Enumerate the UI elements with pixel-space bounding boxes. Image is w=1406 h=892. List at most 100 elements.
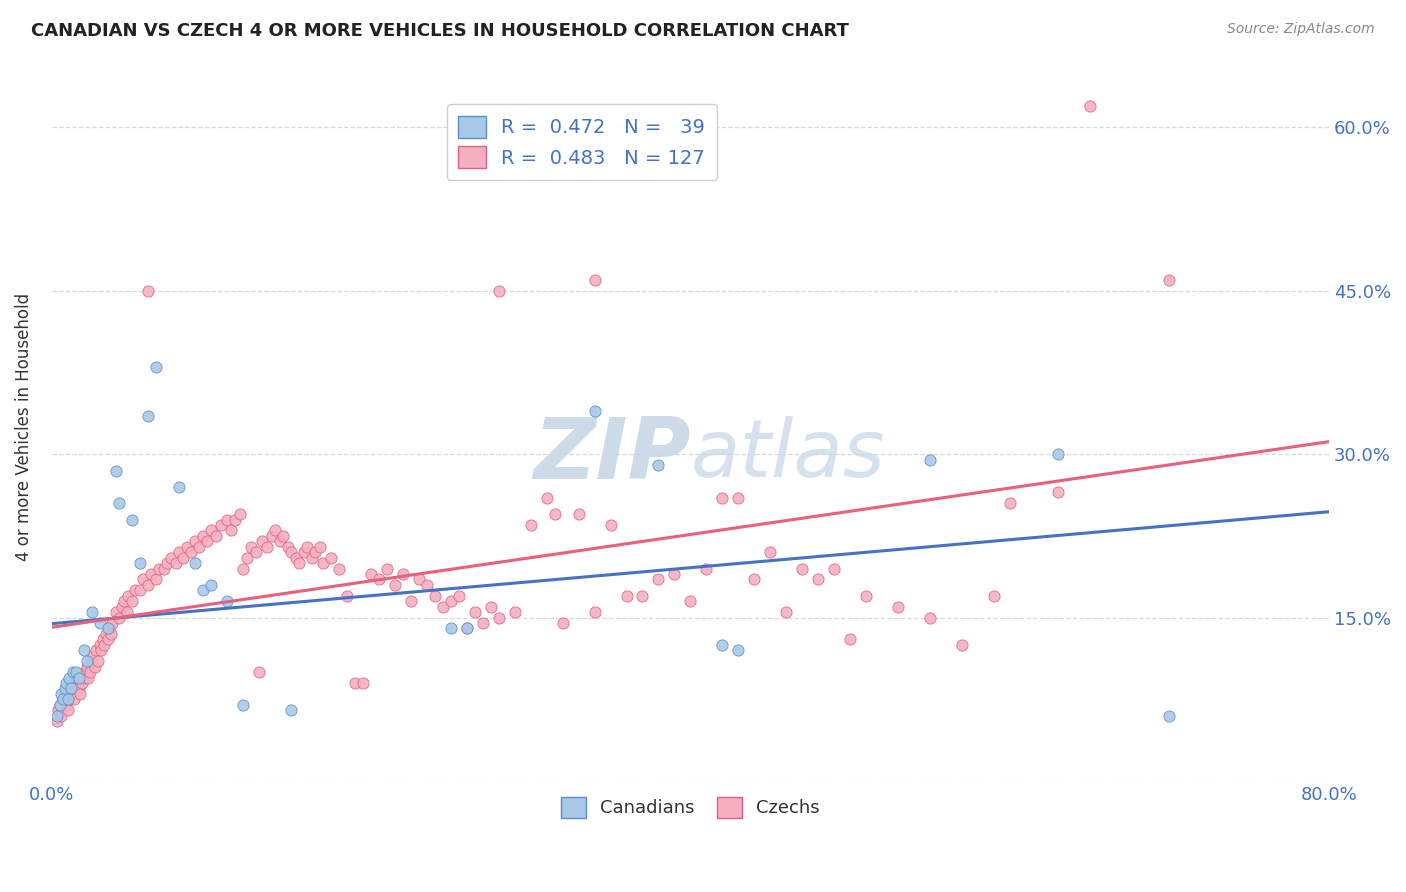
Point: [100, 627, 122, 641]
Point: [368, 573, 391, 587]
Point: [304, 545, 326, 559]
Point: [67, 681, 90, 696]
Point: [63, 692, 86, 706]
Point: [73, 671, 96, 685]
Point: [59, 687, 82, 701]
Point: [695, 561, 717, 575]
Point: [107, 496, 129, 510]
Point: [950, 638, 973, 652]
Point: [79, 665, 101, 679]
Point: [447, 589, 470, 603]
Point: [384, 578, 406, 592]
Point: [59, 681, 82, 696]
Point: [205, 529, 228, 543]
Point: [62, 665, 84, 679]
Point: [1159, 273, 1181, 287]
Point: [232, 698, 254, 712]
Y-axis label: 4 or more Vehicles in Household: 4 or more Vehicles in Household: [15, 293, 32, 561]
Point: [98, 622, 121, 636]
Point: [727, 491, 749, 505]
Point: [245, 545, 267, 559]
Point: [121, 512, 143, 526]
Point: [440, 622, 463, 636]
Point: [97, 622, 120, 636]
Point: [80, 605, 103, 619]
Point: [58, 692, 80, 706]
Point: [160, 550, 183, 565]
Point: [52, 692, 75, 706]
Point: [280, 545, 302, 559]
Point: [583, 273, 606, 287]
Point: [76, 654, 98, 668]
Point: [599, 518, 621, 533]
Point: [184, 534, 207, 549]
Point: [416, 578, 439, 592]
Point: [252, 534, 274, 549]
Point: [432, 599, 454, 614]
Point: [229, 507, 252, 521]
Point: [440, 594, 463, 608]
Point: [887, 599, 910, 614]
Point: [328, 561, 350, 575]
Point: [69, 687, 91, 701]
Point: [280, 703, 302, 717]
Point: [51, 708, 73, 723]
Point: [1159, 708, 1181, 723]
Point: [240, 540, 263, 554]
Point: [139, 567, 162, 582]
Point: [344, 676, 367, 690]
Point: [56, 692, 79, 706]
Point: [169, 545, 191, 559]
Point: [647, 458, 669, 472]
Point: [742, 573, 765, 587]
Point: [145, 573, 167, 587]
Text: ZIP: ZIP: [533, 414, 690, 497]
Point: [823, 561, 845, 575]
Point: [711, 638, 734, 652]
Point: [456, 622, 478, 636]
Point: [180, 545, 202, 559]
Point: [312, 556, 335, 570]
Point: [156, 556, 179, 570]
Point: [128, 583, 150, 598]
Point: [792, 561, 814, 575]
Point: [91, 632, 114, 647]
Point: [73, 643, 96, 657]
Point: [360, 567, 382, 582]
Point: [58, 671, 80, 685]
Point: [336, 589, 359, 603]
Point: [65, 676, 87, 690]
Point: [727, 643, 749, 657]
Point: [616, 589, 638, 603]
Point: [107, 610, 129, 624]
Point: [277, 540, 299, 554]
Point: [301, 550, 323, 565]
Point: [759, 545, 782, 559]
Point: [217, 512, 239, 526]
Point: [647, 573, 669, 587]
Point: [256, 540, 278, 554]
Point: [136, 284, 159, 298]
Point: [295, 540, 318, 554]
Point: [285, 550, 308, 565]
Point: [77, 671, 100, 685]
Point: [583, 403, 606, 417]
Point: [568, 507, 591, 521]
Point: [219, 524, 242, 538]
Point: [488, 284, 510, 298]
Point: [998, 496, 1021, 510]
Point: [67, 671, 90, 685]
Point: [104, 605, 127, 619]
Point: [200, 524, 222, 538]
Point: [209, 518, 232, 533]
Point: [86, 643, 108, 657]
Point: [89, 638, 111, 652]
Point: [128, 556, 150, 570]
Point: [664, 567, 686, 582]
Point: [519, 518, 541, 533]
Point: [117, 589, 139, 603]
Point: [176, 540, 198, 554]
Point: [399, 594, 422, 608]
Point: [918, 610, 941, 624]
Point: [45, 708, 67, 723]
